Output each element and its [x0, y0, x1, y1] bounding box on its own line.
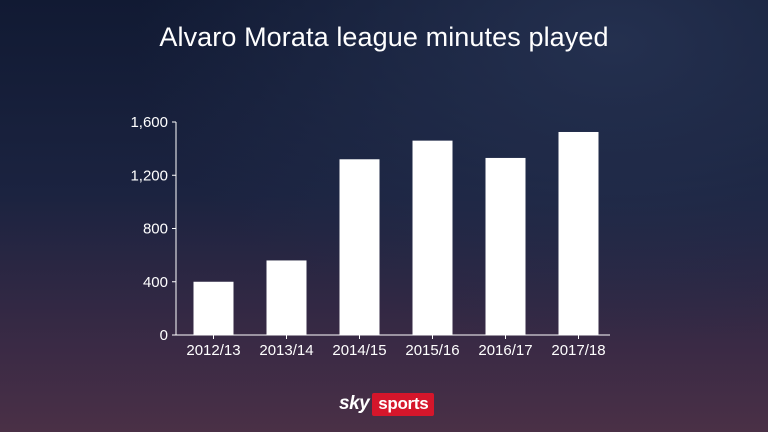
- y-tick-label: 800: [143, 221, 168, 238]
- logo-sports-text: sports: [372, 392, 435, 416]
- x-axis: 2012/13 2013/14 2014/15 2015/16 2016/17 2017/…: [176, 334, 610, 359]
- logo-sky-text: sky: [339, 393, 370, 414]
- y-tick-label: 0: [160, 327, 168, 344]
- bar-2013-14: [266, 260, 307, 335]
- y-tick-label: 1,600: [130, 114, 168, 131]
- x-tick-label: 2015/16: [405, 342, 459, 359]
- x-tick-label: 2013/14: [259, 342, 313, 359]
- bar-2015-16: [412, 140, 453, 335]
- x-tick-label: 2012/13: [186, 342, 240, 359]
- chart-title: Alvaro Morata league minutes played: [159, 22, 609, 52]
- x-tick-label: 2016/17: [478, 342, 532, 359]
- bar-2017-18: [558, 131, 599, 335]
- y-axis: 0 400 800 1,200 1,600: [130, 114, 177, 344]
- x-tick-label: 2017/18: [551, 342, 605, 359]
- sky-sports-logo: sky sports: [339, 392, 435, 416]
- x-tick-label: 2014/15: [332, 342, 386, 359]
- bar-2012-13: [193, 281, 234, 335]
- y-tick-label: 400: [143, 274, 168, 291]
- bars: [193, 131, 599, 335]
- y-tick-label: 1,200: [130, 167, 168, 184]
- bar-2014-15: [339, 159, 380, 335]
- bar-2016-17: [485, 157, 526, 335]
